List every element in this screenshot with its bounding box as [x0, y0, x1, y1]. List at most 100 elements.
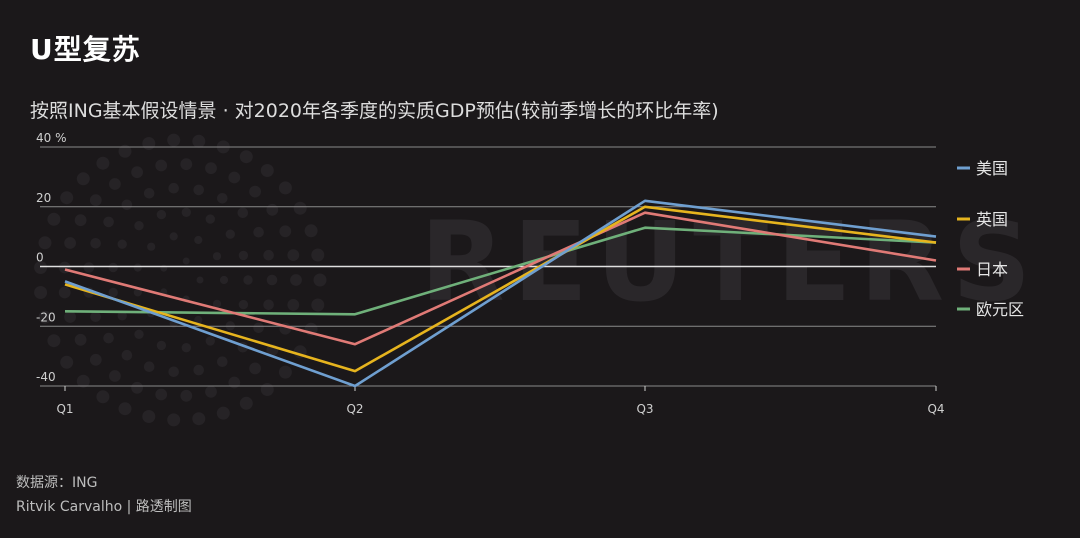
watermark-dot	[121, 199, 133, 211]
watermark-dot	[103, 332, 114, 344]
watermark-dot	[134, 221, 144, 231]
watermark-dot	[96, 390, 110, 404]
series-line	[64, 226, 937, 316]
y-tick-label: 40 %	[36, 131, 67, 145]
watermark-dot	[109, 178, 121, 190]
watermark-dot	[83, 262, 95, 273]
watermark-dot	[155, 159, 168, 172]
watermark-dot	[216, 406, 230, 420]
watermark-dot	[121, 349, 133, 361]
watermark-dot	[193, 184, 204, 196]
reuters-watermark: REUTERS	[420, 198, 1039, 326]
watermark-dot	[143, 361, 155, 373]
watermark-dot	[238, 299, 249, 310]
x-tick-label: Q1	[56, 402, 73, 416]
chart-title: U型复苏	[30, 33, 141, 66]
x-axis-ticks: Q1 Q2 Q3 Q4	[56, 386, 945, 416]
watermark-dot	[168, 366, 179, 378]
watermark-dot	[290, 274, 302, 286]
watermark-dot	[155, 388, 168, 401]
watermark-dot	[117, 311, 127, 321]
watermark-dot	[263, 299, 274, 311]
watermark-dot	[76, 172, 90, 186]
watermark-dot	[238, 250, 249, 261]
watermark-dot	[131, 166, 144, 179]
watermark-dot	[287, 249, 300, 261]
watermark-dot	[34, 286, 48, 299]
watermark-dot	[212, 252, 222, 261]
watermark-dot	[108, 287, 118, 298]
watermark-dot	[205, 162, 217, 175]
watermark-dot	[142, 137, 156, 150]
watermark-dot	[90, 311, 101, 323]
y-axis-ticks: 40 % 20 0 -20 -40	[36, 131, 67, 384]
watermark-dot	[263, 249, 274, 261]
watermark-dot	[196, 276, 204, 284]
watermark-background: REUTERS	[34, 133, 1039, 427]
watermark-dot	[96, 156, 110, 170]
watermark-dot	[311, 298, 325, 312]
watermark-dot	[108, 262, 118, 273]
watermark-dot	[243, 275, 253, 285]
legend-label: 欧元区	[976, 300, 1024, 319]
watermark-dot	[228, 376, 241, 389]
y-tick-label: 20	[36, 191, 51, 205]
watermark-dot	[143, 188, 155, 199]
watermark-dot	[217, 356, 228, 368]
watermark-dot	[237, 207, 249, 219]
watermark-dot	[180, 158, 193, 171]
y-tick-label: 0	[36, 251, 44, 265]
watermark-dot	[131, 381, 144, 394]
watermark-dot	[34, 261, 48, 274]
watermark-dot	[193, 364, 204, 376]
watermark-dot	[38, 310, 52, 324]
watermark-dot	[249, 362, 261, 375]
watermark-dot	[60, 191, 74, 205]
watermark-dot	[47, 212, 61, 226]
watermark-dot	[182, 257, 190, 265]
legend-label: 美国	[976, 159, 1008, 178]
watermark-dot	[217, 193, 228, 204]
x-tick-label: Q3	[636, 402, 653, 416]
watermark-dot	[279, 225, 292, 238]
watermark-dot	[205, 214, 215, 224]
watermark-dot	[192, 134, 206, 148]
legend-label: 日本	[976, 260, 1008, 279]
watermark-dot	[60, 355, 74, 369]
watermark-dot	[278, 181, 292, 195]
watermark-dot	[118, 144, 132, 158]
watermark-dot	[239, 396, 253, 410]
watermark-dot	[133, 288, 142, 297]
watermark-dot	[260, 383, 274, 396]
watermark-dot	[74, 333, 87, 346]
watermark-dot	[169, 232, 178, 241]
x-tick-label: Q4	[927, 402, 944, 416]
watermark-dot	[58, 286, 71, 299]
watermark-dot	[147, 242, 156, 251]
watermark-dot	[205, 385, 217, 398]
watermark-dot	[134, 329, 144, 339]
watermark-dot	[253, 322, 264, 334]
y-tick-label: -40	[36, 370, 56, 384]
watermark-dot	[313, 273, 327, 287]
watermark-dot	[156, 209, 167, 220]
watermark-dot	[109, 370, 121, 382]
watermark-dot	[212, 299, 222, 308]
watermark-dot	[192, 412, 206, 426]
watermark-dot	[90, 238, 101, 249]
watermark-dot	[194, 315, 203, 325]
watermark-dot	[167, 133, 181, 147]
watermark-dot	[156, 340, 167, 351]
watermark-dot	[253, 226, 264, 238]
watermark-dot	[205, 336, 215, 346]
legend-label: 英国	[976, 210, 1008, 229]
reuters-dots-logo	[34, 133, 327, 427]
watermark-dot	[225, 229, 235, 239]
watermark-dot	[304, 224, 318, 238]
watermark-dot	[167, 413, 181, 427]
watermark-dot	[260, 164, 274, 177]
watermark-dot	[249, 185, 261, 198]
watermark-dot	[76, 374, 90, 388]
